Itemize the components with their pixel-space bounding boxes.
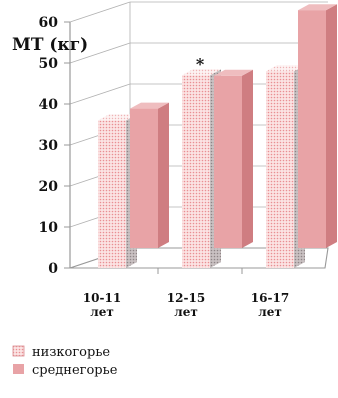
bar-front	[266, 71, 294, 268]
y-tick-label: 50	[39, 56, 59, 72]
y-tick-label: 0	[48, 261, 58, 277]
bar-1-2	[298, 4, 337, 249]
legend-label-mid: среднегорье	[32, 363, 118, 378]
bar-front	[298, 10, 326, 249]
gridline	[69, 42, 131, 64]
bar-top	[266, 65, 305, 72]
bar-side	[326, 4, 337, 249]
significance-marker: *	[196, 54, 205, 73]
y-tick-label: 40	[39, 97, 59, 113]
bar-top	[182, 69, 221, 76]
gridline	[69, 1, 131, 23]
y-tick-label: 10	[39, 220, 59, 236]
bar-top	[98, 114, 137, 121]
chart-title: МТ (кг)	[12, 35, 88, 55]
bar-1-1	[214, 69, 253, 248]
bar-side	[242, 69, 253, 248]
bar-front	[214, 75, 242, 248]
bar-top	[298, 4, 337, 11]
bar-side	[158, 102, 169, 248]
x-tick-label: 12-15 лет	[167, 291, 205, 319]
legend-swatch-mid	[13, 364, 24, 374]
bar-front	[182, 75, 210, 268]
bars: **	[98, 0, 337, 269]
y-tick-label: 30	[39, 138, 59, 154]
bar-front	[98, 120, 126, 269]
y-tick-label: 60	[39, 15, 59, 31]
bar-front	[130, 108, 158, 248]
bar-top	[130, 102, 169, 109]
legend-swatch-low	[12, 345, 25, 357]
x-tick-labels: 10-11 лет 12-15 лет 16-17 лет	[83, 291, 289, 319]
legend: низкогорье среднегорье	[12, 345, 118, 378]
y-tick-label: 20	[39, 179, 59, 195]
x-tick-label: 16-17 лет	[251, 291, 289, 319]
legend-label-low: низкогорье	[32, 345, 110, 360]
gridline	[69, 83, 131, 105]
x-tick-label: 10-11 лет	[83, 291, 121, 319]
bar-top	[214, 69, 253, 76]
significance-marker: *	[312, 0, 321, 8]
y-tick-labels: 0 10 20 30 40 50 60	[39, 15, 59, 277]
bar-1-0	[130, 102, 169, 248]
